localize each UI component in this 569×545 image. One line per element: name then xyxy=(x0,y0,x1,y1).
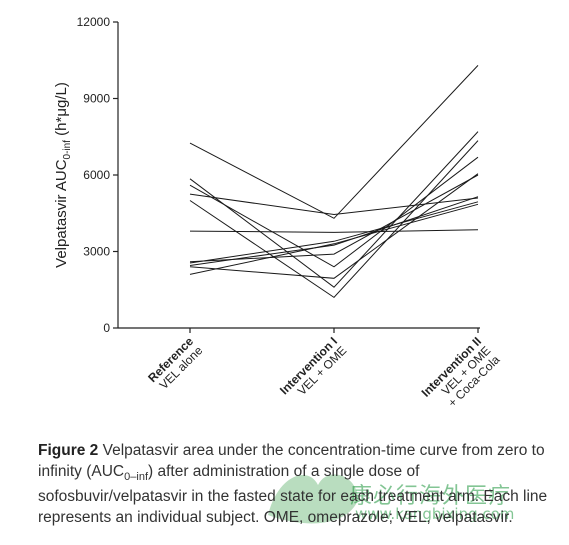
subject-line-6 xyxy=(189,229,479,233)
caption-text-1: Velpatasvir area under the concentration… xyxy=(38,442,545,480)
watermark-logo-icon xyxy=(268,474,358,524)
subject-line-8 xyxy=(189,201,479,264)
y-axis-label-main: Velpatasvir AUC xyxy=(53,159,70,268)
y-tick-label: 6000 xyxy=(83,168,110,182)
watermark-url: www.kangbixing.com xyxy=(355,505,515,523)
y-tick-label: 0 xyxy=(103,321,110,335)
caption-text-2: ) after administration of a single dose … xyxy=(38,462,548,526)
subject-line-4 xyxy=(189,193,479,216)
subject-line-9 xyxy=(189,196,479,266)
y-tick-label: 9000 xyxy=(83,92,110,106)
watermark-text: 康必行海外医疗 xyxy=(350,484,512,509)
y-axis-label: Velpatasvir AUC0-inf (h*μg/L) xyxy=(53,82,73,268)
caption-label: Figure 2 xyxy=(38,442,99,459)
chart-axes: 0 3000 6000 9000 12000 xyxy=(77,15,480,335)
y-tick-label: 3000 xyxy=(83,245,110,259)
subject-line-2 xyxy=(189,131,479,288)
subject-line-5 xyxy=(189,140,479,299)
figure-caption: Figure 2 Velpatasvir area under the conc… xyxy=(38,441,558,528)
chart-series xyxy=(189,65,479,299)
y-axis-label-sub: 0-inf xyxy=(62,140,73,160)
x-category-label-1: ReferenceVEL alone xyxy=(145,334,205,394)
x-category-label-2: Intervention IVEL + OME xyxy=(277,334,349,406)
subject-line-1 xyxy=(189,65,479,219)
x-category-label-3: Intervention IIVEL + OME+ Coca-Cola xyxy=(419,334,503,418)
subject-line-3 xyxy=(189,156,479,268)
velpatasvir-auc-chart: 0 3000 6000 9000 12000 ReferenceVEL alone Int… xyxy=(53,15,503,418)
subject-line-10 xyxy=(189,173,479,279)
x-axis-labels: ReferenceVEL alone Intervention IVEL + OM… xyxy=(145,334,503,418)
caption-sub: 0–inf xyxy=(124,470,148,483)
y-tick-label: 12000 xyxy=(77,15,111,29)
y-axis-label-unit: (h*μg/L) xyxy=(53,82,70,140)
subject-line-11 xyxy=(189,203,479,275)
